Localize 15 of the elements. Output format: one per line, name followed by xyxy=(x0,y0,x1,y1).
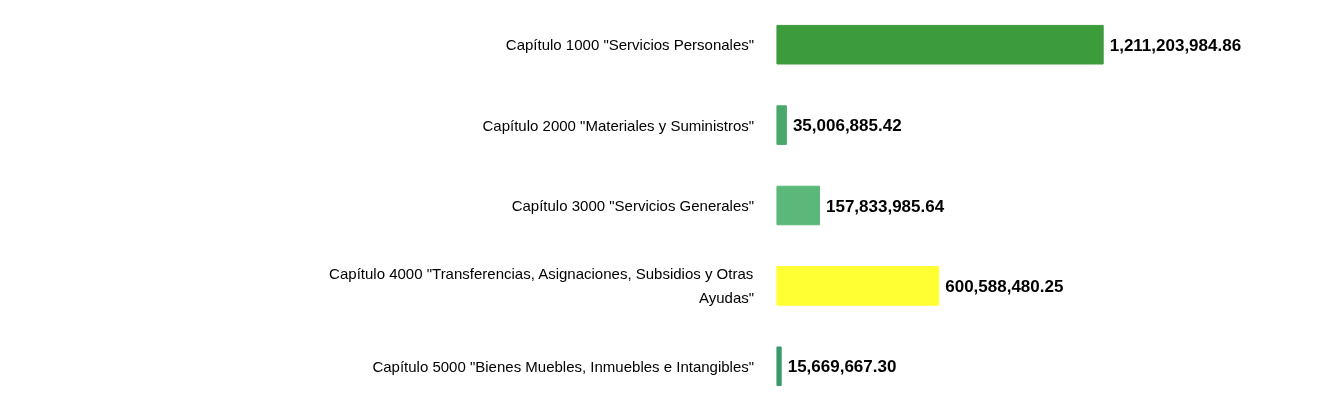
y-tick-label: Capítulo 2000 "Materiales y Suministros" xyxy=(482,116,755,134)
bar xyxy=(776,266,940,306)
data-label: 35,006,885.42 xyxy=(792,116,902,136)
data-label: 1,211,203,984.86 xyxy=(1109,35,1242,55)
y-tick-label: Capítulo 1000 "Servicios Personales" xyxy=(505,36,755,54)
data-label: 600,588,480.25 xyxy=(945,276,1064,296)
data-label: 15,669,667.30 xyxy=(787,357,897,377)
y-tick-label: Capítulo 5000 "Bienes Muebles, Inmuebles e Intangibles" xyxy=(372,357,755,375)
bar xyxy=(776,346,782,387)
bar xyxy=(776,24,1104,65)
y-tick-label: Capítulo 4000 "Transferencias, Asignaciones, Subsidios y Otras Ayudas" xyxy=(329,265,755,307)
data-label: 157,833,985.64 xyxy=(825,196,945,216)
bar xyxy=(776,185,820,226)
bar xyxy=(776,105,787,145)
y-tick-label: Capítulo 3000 "Servicios Generales" xyxy=(511,197,755,214)
